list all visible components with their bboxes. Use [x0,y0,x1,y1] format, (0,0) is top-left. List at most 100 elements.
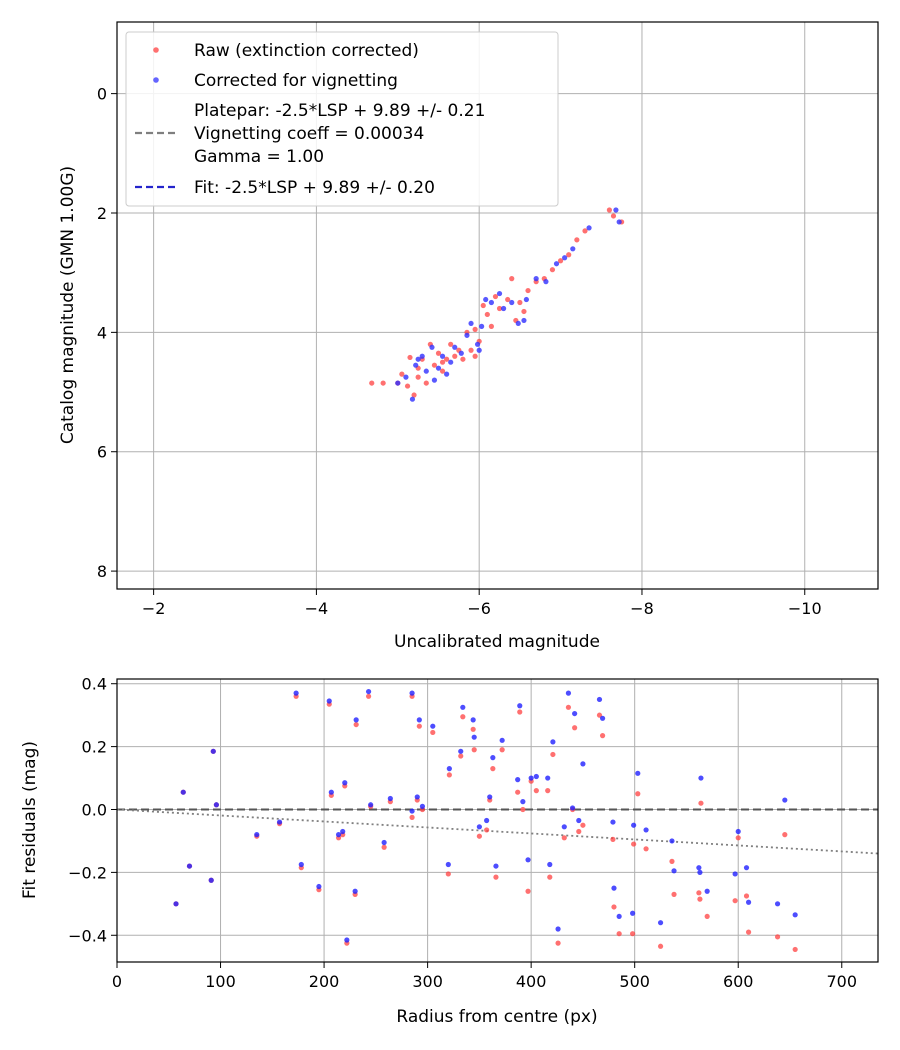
corrected-point [616,913,622,920]
raw-point [445,871,451,877]
c2-xtick-label: 500 [619,972,650,991]
raw-point [505,296,511,303]
legend-vignetting-label: Vignetting coeff = 0.00034 [194,124,424,144]
corrected-point [484,817,490,824]
corrected-point [657,920,664,926]
corrected-point [782,797,788,803]
c1-ytick-label: 6 [97,443,107,462]
corrected-point [487,794,493,800]
corrected-point [458,350,464,356]
raw-point [549,267,556,273]
raw-point [439,368,446,374]
corrected-point [439,353,446,359]
corrected-point [550,739,556,745]
corrected-point [745,899,752,905]
corrected-point [464,332,470,338]
corrected-point [460,704,466,710]
corrected-point [496,290,503,297]
raw-point [610,213,617,219]
raw-point [365,693,372,699]
corrected-point [452,344,458,350]
raw-point [353,721,359,728]
corrected-point [413,362,419,368]
raw-point [439,359,446,365]
raw-point [499,747,505,753]
residuals-lines [116,808,879,855]
corrected-point [419,353,425,359]
corrected-point [562,255,568,261]
corrected-point [458,748,464,754]
legend-corrected-marker [153,77,159,83]
corrected-point [520,799,526,805]
corrected-point [352,888,358,894]
corrected-point [569,805,576,811]
raw-point [566,252,572,258]
raw-point [369,380,375,386]
corrected-point [515,320,521,327]
corrected-point [208,877,214,883]
corrected-point [429,344,435,350]
raw-point [415,374,421,380]
raw-point [468,347,474,353]
corrected-point [479,323,485,329]
corrected-point [471,734,477,740]
raw-point [782,832,788,838]
raw-point [774,934,781,940]
corrected-point [328,789,334,795]
corrected-point [344,937,350,943]
raw-point [697,896,703,902]
corrected-point [613,207,619,213]
legend-platepar-label: Platepar: -2.5*LSP + 9.89 +/- 0.21 [194,101,485,121]
corrected-point [669,838,675,844]
residuals-chart: 0 100 200 300 400 500 600 7000.40.20.0−0.2−0.4 … [20,675,879,1027]
raw-point [557,258,564,264]
corrected-point [490,755,496,761]
raw-point [576,828,582,835]
raw-point [521,308,527,315]
corrected-point [395,380,401,386]
raw-point [698,800,704,806]
corrected-point [340,828,346,835]
corrected-point [483,296,489,303]
raw-point [732,898,738,904]
residuals-grid [116,679,878,962]
raw-point [561,835,567,841]
corrected-point [547,861,553,868]
corrected-point [517,703,523,709]
raw-point [611,904,617,910]
corrected-point [254,832,260,838]
corrected-point [643,827,649,833]
raw-point [745,929,752,935]
corrected-point [586,225,592,231]
corrected-point [553,261,560,267]
corrected-point [521,317,527,324]
corrected-point [431,377,438,383]
legend-raw-marker [153,47,159,53]
raw-point [696,890,702,896]
corrected-point [381,839,387,846]
corrected-point [368,802,374,808]
c1-xtick-label: −10 [788,599,822,618]
c1-xtick-label: −8 [630,599,654,618]
c2-ytick-label: −0.2 [68,863,107,882]
corrected-point [448,359,454,365]
raw-point [704,913,710,920]
c1-xtick-label: −2 [142,599,166,618]
raw-point [550,751,556,758]
corrected-point [576,817,582,824]
corrected-point [415,356,421,362]
corrected-point [387,795,393,802]
corrected-point [561,824,567,830]
raw-point [404,383,411,389]
raw-point [409,814,415,820]
raw-point [488,323,494,329]
raw-point [416,723,422,729]
calibration-lines [117,0,878,1]
residual-corrected-points [173,688,798,943]
raw-point [565,704,572,710]
legend-box [125,31,559,207]
corrected-point [499,737,505,743]
c1-ytick-label: 2 [97,204,107,223]
corrected-point [476,347,482,353]
